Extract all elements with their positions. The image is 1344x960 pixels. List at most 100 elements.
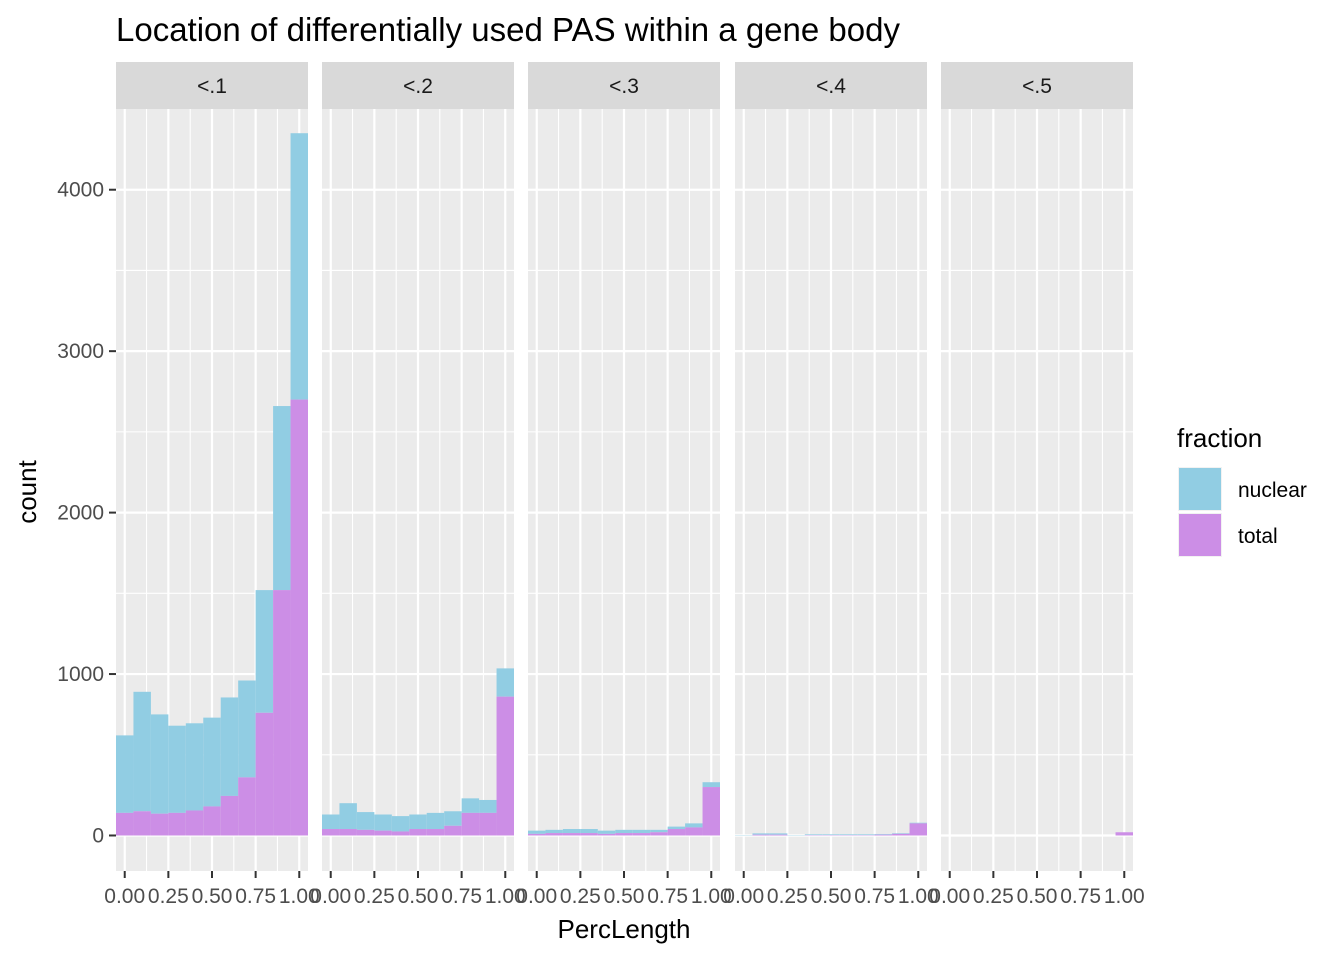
bar-nuclear [752,833,770,835]
bar-total [203,806,221,836]
bar-nuclear [874,834,893,835]
x-tick-label: 0.50 [1017,885,1058,908]
bar-total [116,812,134,836]
bar-total [133,811,151,836]
bar-nuclear [839,834,858,836]
bar-nuclear [479,799,497,813]
bar-total [290,399,308,836]
bar-total [909,823,927,836]
facet-strip [735,62,927,109]
x-tick-label: 0.50 [398,885,439,908]
legend-label-nuclear: nuclear [1238,479,1307,502]
legend-keys: nuclear total [1178,467,1307,557]
facet-strip [322,62,514,109]
bar-total [461,812,480,836]
bar-total [650,832,668,836]
bar-nuclear [562,829,581,834]
facet-strip [116,62,308,109]
bar-nuclear [496,668,514,697]
bar-nuclear [409,814,427,830]
bar-nuclear [545,829,563,834]
bar-nuclear [685,823,703,828]
x-tick-label: 0.00 [723,885,764,908]
bar-total [273,590,291,836]
x-tick-label: 0.00 [104,885,145,908]
facet-strip-label: <.1 [197,75,227,98]
x-tick-label: 0.00 [516,885,557,908]
bar-nuclear [133,691,151,812]
x-tick-label: 0.25 [973,885,1014,908]
bar-nuclear [391,816,410,832]
bar-total [702,787,720,836]
bar-total [220,795,239,836]
bar-nuclear [702,782,720,788]
bar-nuclear [528,830,546,834]
x-tick-label: 0.25 [560,885,601,908]
x-tick-label: 0.25 [354,885,395,908]
bar-total [685,827,703,836]
bar-nuclear [892,833,910,834]
bar-total [185,810,204,836]
bar-total [667,829,686,836]
bar-nuclear [650,829,668,833]
bar-total [1115,832,1133,836]
bar-total [562,833,581,836]
facet-panel: <.2 0.00 0.25 0.50 0.75 1.00 [310,62,526,908]
x-tick-label: 0.25 [767,885,808,908]
bar-nuclear [290,133,308,400]
facet-panels: <.10.00 0.25 0.50 0.75 1.00<.20.00 0.25 0.50 0.… [104,62,1145,908]
bar-nuclear [220,697,239,796]
chart-title: Location of differentially used PAS with… [116,11,900,48]
legend: fraction nuclear total [1177,423,1307,557]
x-tick-label: 0.75 [441,885,482,908]
bar-total [632,833,651,836]
bar-nuclear [116,735,134,813]
bar-total [168,812,186,836]
y-tick-label: 0 [92,824,104,847]
bar-total [409,829,427,836]
y-tick-label: 4000 [57,179,104,202]
bar-nuclear [804,834,823,836]
x-tick-label: 0.50 [192,885,233,908]
bar-total [496,696,514,836]
bar-nuclear [273,406,291,591]
bar-nuclear [168,725,186,813]
bar-total [580,833,598,836]
x-tick-label: 1.00 [1104,885,1145,908]
bar-total [545,833,563,836]
x-axis-title: PercLength [558,914,691,944]
bar-nuclear [322,814,340,830]
facet-panel: <.3 0.00 0.25 0.50 0.75 1.00 [516,62,732,908]
facet-strip-label: <.5 [1022,75,1052,98]
x-tick-label: 1.00 [898,885,939,908]
bar-total [444,825,462,836]
bar-total [238,777,256,836]
y-axis: 0 1000 2000 3000 4000 [57,179,116,847]
y-tick-label: 2000 [57,502,104,525]
bar-total [426,829,445,836]
x-tick-label: 0.25 [148,885,189,908]
bar-nuclear [374,814,392,831]
bar-nuclear [339,803,357,830]
bar-nuclear [822,834,840,836]
x-tick-label: 0.75 [854,885,895,908]
bar-nuclear [615,829,633,834]
facet-strip [941,62,1133,109]
y-axis-title: count [12,459,42,523]
facet-strip-label: <.3 [609,75,639,98]
facet-strip [528,62,720,109]
legend-title: fraction [1177,423,1262,453]
x-tick-label: 0.50 [604,885,645,908]
bar-nuclear [255,590,274,713]
x-tick-label: 0.00 [929,885,970,908]
facet-strip-label: <.2 [403,75,433,98]
bar-total [479,812,497,836]
bar-nuclear [909,822,927,824]
bar-total [374,830,392,836]
bar-total [874,834,893,836]
bar-nuclear [203,717,221,807]
bar-total [356,829,375,836]
y-tick-label: 3000 [57,340,104,363]
bar-nuclear [632,829,651,834]
